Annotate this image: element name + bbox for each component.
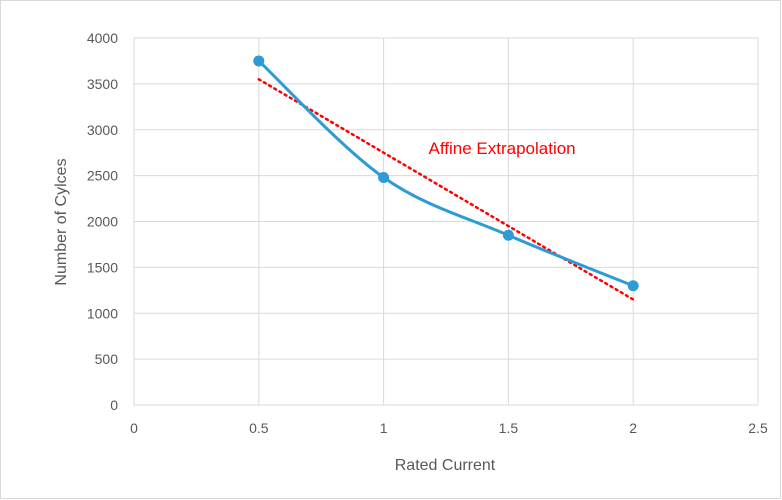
x-tick-label: 0.5	[249, 420, 269, 436]
x-tick-label: 2	[629, 420, 637, 436]
data-point-marker	[378, 171, 390, 183]
affine-trendline	[257, 78, 635, 301]
data-point-marker	[502, 229, 514, 241]
x-tick-label: 1	[380, 420, 388, 436]
trendline-layer	[257, 78, 635, 301]
grid-layer	[133, 37, 759, 406]
x-tick-labels: 0 0.5 1 1.5 2 2.5	[130, 420, 768, 436]
y-tick-label: 3500	[87, 76, 118, 92]
y-tick-label: 1500	[87, 259, 118, 275]
y-tick-label: 2500	[87, 168, 118, 184]
y-tick-label: 0	[110, 397, 118, 413]
x-tick-label: 1.5	[499, 420, 519, 436]
y-tick-label: 2000	[87, 214, 118, 230]
y-tick-label: 500	[95, 351, 119, 367]
y-tick-label: 1000	[87, 305, 118, 321]
annotation-label: Affine Extrapolation	[429, 139, 576, 158]
y-tick-label: 4000	[87, 30, 118, 46]
series-layer	[253, 55, 639, 292]
y-tick-labels: 0 500 1000 1500 2000 2500 3000 3500 4000	[87, 30, 118, 413]
data-point-marker	[253, 55, 265, 67]
data-point-marker	[627, 280, 639, 292]
series-line	[257, 59, 634, 288]
y-axis-title: Number of Cylces	[53, 158, 70, 285]
x-tick-label: 2.5	[748, 420, 768, 436]
x-axis-title: Rated Current	[395, 457, 496, 474]
y-tick-label: 3000	[87, 122, 118, 138]
x-tick-label: 0	[130, 420, 138, 436]
